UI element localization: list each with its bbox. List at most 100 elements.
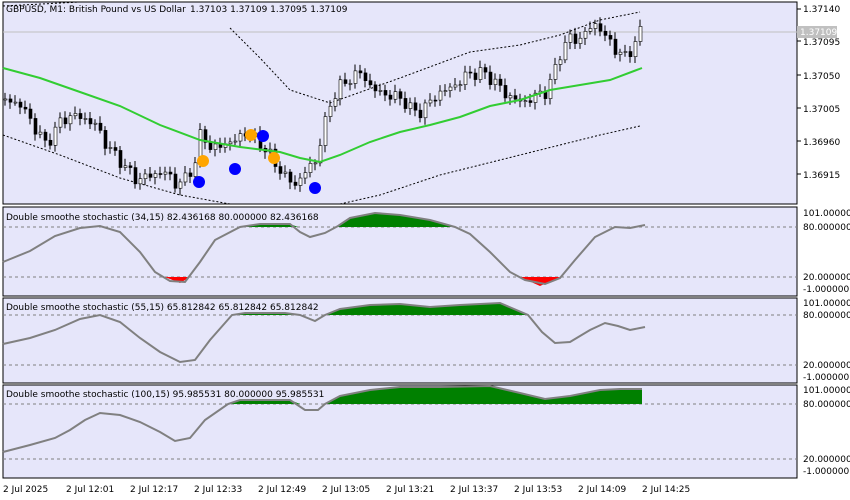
orange-dot xyxy=(268,152,280,164)
candle-body xyxy=(128,165,133,168)
candle-body xyxy=(463,71,468,85)
candle-body xyxy=(503,85,508,99)
candle-body xyxy=(323,116,328,146)
tick-minus-1: -1.000000 xyxy=(803,285,849,295)
candle-body xyxy=(3,98,8,101)
candle-body xyxy=(593,23,598,29)
candle-body xyxy=(613,38,618,55)
candle-body xyxy=(428,99,433,104)
candle-body xyxy=(528,100,533,103)
tick-101: 101.000000 xyxy=(803,209,850,219)
tick-101: 101.000000 xyxy=(803,299,850,309)
indicator-pane-3[interactable]: Double smoothe stochastic (100,15) 95.98… xyxy=(2,384,850,479)
candle-body xyxy=(558,59,563,65)
candle-body xyxy=(148,173,153,178)
candle-body xyxy=(48,139,53,146)
candle-body xyxy=(453,84,458,88)
candle-body xyxy=(53,126,58,146)
candle-body xyxy=(33,118,38,135)
blue-dot xyxy=(257,130,269,142)
candle-body xyxy=(293,181,298,186)
candle-body xyxy=(378,90,383,92)
time-label: 2 Jul 14:09 xyxy=(578,485,627,495)
indicator-pane-1[interactable]: Double smoothe stochastic (34,15) 82.436… xyxy=(2,206,850,297)
candle-body xyxy=(238,133,243,142)
candle-body xyxy=(38,131,43,135)
indicator-2-label: Double smoothe stochastic (55,15) 65.812… xyxy=(6,303,319,313)
signal-dots xyxy=(193,129,321,194)
candle-body xyxy=(523,100,528,102)
tick-80: 80.000000 xyxy=(803,400,850,410)
candle-body xyxy=(448,86,453,91)
candle-body xyxy=(473,72,478,80)
candle-body xyxy=(143,173,148,179)
candle-body xyxy=(398,91,403,99)
time-label: 2 Jul 13:21 xyxy=(386,485,434,495)
candle-body xyxy=(118,150,123,168)
candle-body xyxy=(623,51,628,53)
price-tick-label: 1.37140 xyxy=(803,5,840,15)
price-tick-label: 1.37095 xyxy=(803,38,840,48)
candle-body xyxy=(603,30,608,36)
candle-body xyxy=(513,95,518,100)
price-tick-label: 1.36915 xyxy=(803,171,840,181)
candle-body xyxy=(358,70,363,74)
candle-body xyxy=(598,23,603,32)
candle-body xyxy=(418,109,423,119)
candle-body xyxy=(608,35,613,40)
candle-body xyxy=(458,84,463,86)
tick-101: 101.000000 xyxy=(803,386,850,396)
candle-body xyxy=(508,95,513,99)
time-label: 2 Jul 12:17 xyxy=(130,485,178,495)
indicator-pane-2[interactable]: Double smoothe stochastic (55,15) 65.812… xyxy=(2,297,850,384)
candle-body xyxy=(163,171,168,175)
candle-body xyxy=(438,90,443,101)
indicator-1-label: Double smoothe stochastic (34,15) 82.436… xyxy=(6,213,319,223)
candle-body xyxy=(553,64,558,80)
candle-body xyxy=(158,173,163,175)
candle-body xyxy=(18,101,23,108)
candle-body xyxy=(183,172,188,183)
candle-body xyxy=(43,131,48,141)
candle-body xyxy=(408,102,413,109)
candle-body xyxy=(568,33,573,43)
candle-body xyxy=(203,129,208,143)
candle-body xyxy=(13,101,18,104)
candle-body xyxy=(173,173,178,189)
candle-body xyxy=(93,122,98,125)
candle-body xyxy=(338,79,343,99)
candle-body xyxy=(478,67,483,80)
candle-body xyxy=(208,142,213,150)
price-tick-label: 1.37005 xyxy=(803,105,840,115)
candle-body xyxy=(213,143,218,150)
moving-average-line xyxy=(2,67,643,164)
candle-body xyxy=(493,78,498,85)
candle-body xyxy=(383,90,388,96)
tick-20: 20.000000 xyxy=(803,273,850,283)
candle-body xyxy=(433,99,438,102)
tick-80: 80.000000 xyxy=(803,223,850,233)
time-label: 2 Jul 13:05 xyxy=(322,485,370,495)
price-pane[interactable]: GBPUSD, M1: British Pound vs US Dollar 1… xyxy=(2,1,840,205)
candle-body xyxy=(628,51,633,57)
candle-body xyxy=(563,42,568,61)
candle-body xyxy=(353,70,358,84)
candle-body xyxy=(28,108,33,119)
candle-body xyxy=(633,41,638,57)
price-axis: 1.37140 1.37095 1.37050 1.37005 1.36960 … xyxy=(797,5,840,181)
bid-price-label: 1.37109 xyxy=(800,28,837,38)
candle-body xyxy=(298,177,303,186)
candle-body xyxy=(138,178,143,185)
candle-body xyxy=(388,94,393,100)
candle-body xyxy=(133,167,138,185)
price-tick-label: 1.37050 xyxy=(803,72,840,82)
candle-body xyxy=(348,83,353,85)
candle-body xyxy=(278,166,283,174)
bid-price-box xyxy=(797,26,837,38)
candle-body xyxy=(288,171,293,183)
candle-body xyxy=(583,30,588,39)
orange-dot xyxy=(245,129,257,141)
candle-body xyxy=(483,67,488,73)
lower-envelope xyxy=(2,125,641,205)
